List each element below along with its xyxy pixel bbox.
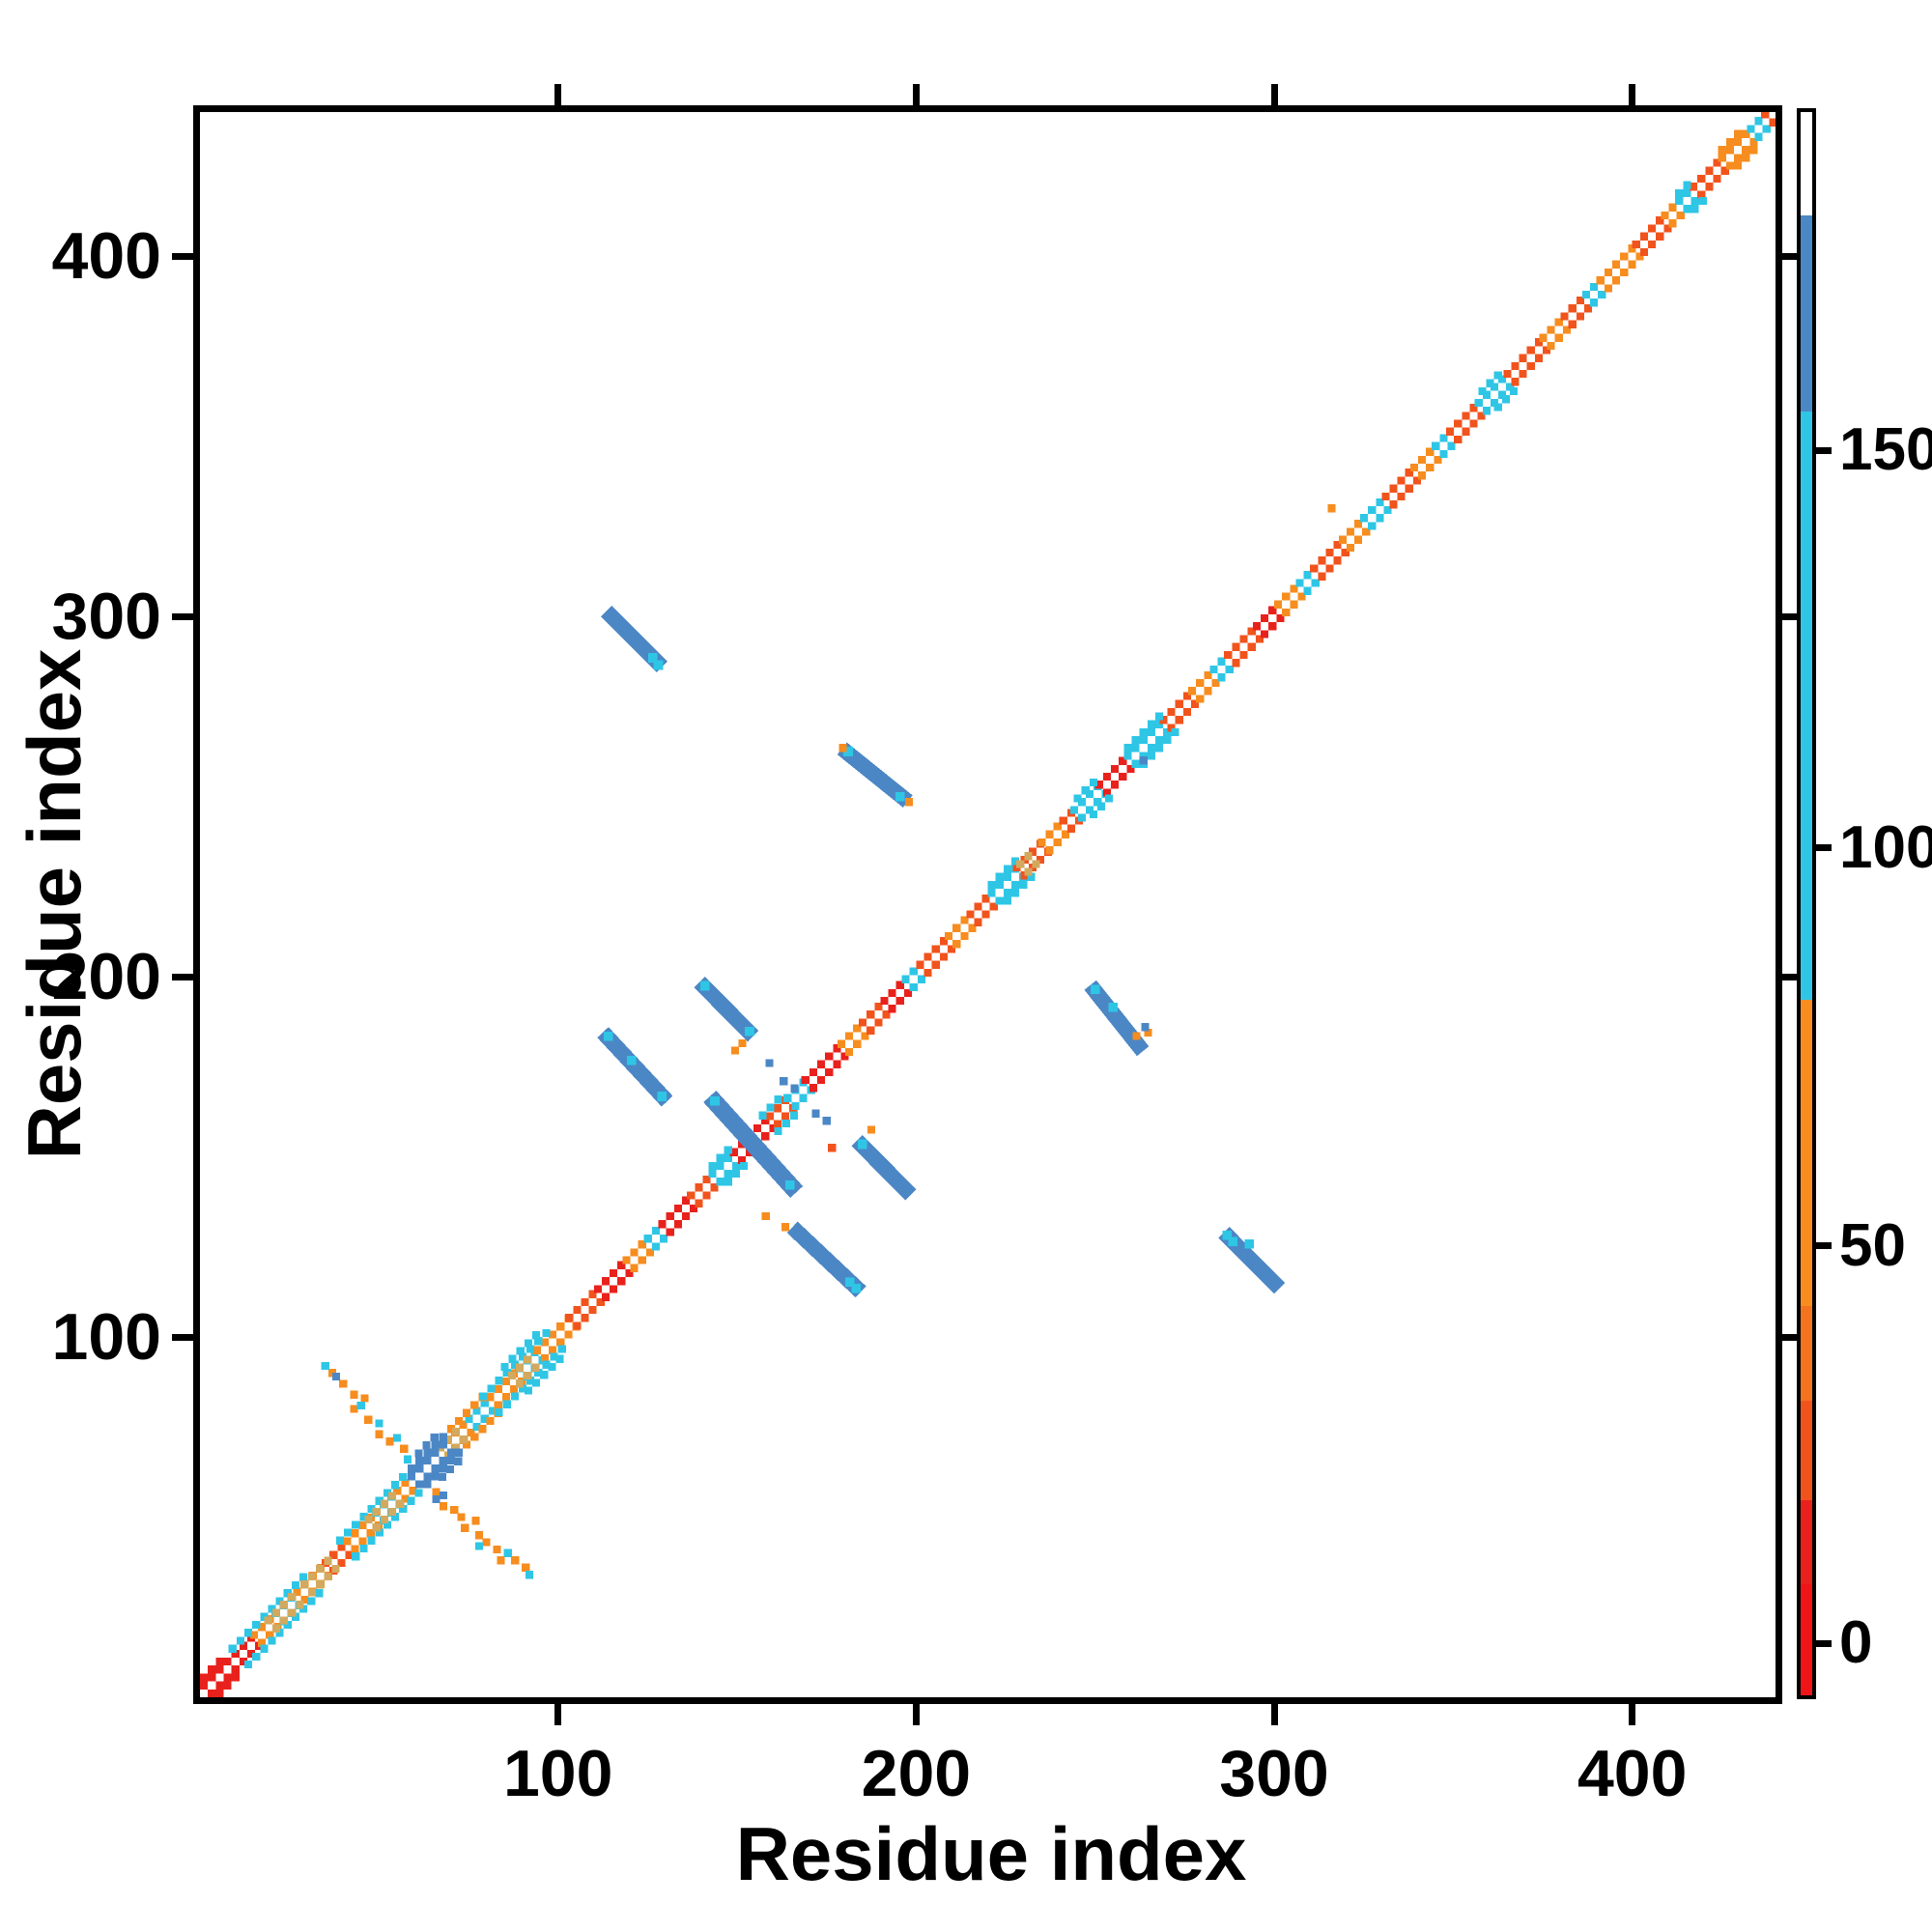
colorbar-tick: [1816, 1639, 1832, 1647]
y-tick-left: [172, 612, 193, 620]
colorbar-segment: [1801, 112, 1812, 217]
y-tick-left: [172, 252, 193, 260]
contact-map-svg: [200, 112, 1776, 1697]
x-tick-label: 300: [1219, 1737, 1329, 1810]
x-tick-bottom: [1629, 1704, 1636, 1725]
x-tick-bottom: [1270, 1704, 1278, 1725]
colorbar-segment: [1801, 411, 1812, 1002]
colorbar-tick: [1816, 446, 1832, 454]
y-tick-left: [172, 1333, 193, 1341]
y-tick-right: [1782, 612, 1804, 620]
x-tick-label: 400: [1577, 1737, 1688, 1810]
colorbar-tick-label: 50: [1839, 1211, 1906, 1279]
colorbar: [1797, 108, 1816, 1699]
y-axis-title: Residue index: [12, 648, 97, 1160]
colorbar-segment: [1801, 1500, 1812, 1586]
x-tick-bottom: [912, 1704, 920, 1725]
y-tick-right: [1782, 973, 1804, 980]
plot-area: [193, 105, 1782, 1704]
colorbar-tick-label: 0: [1839, 1609, 1873, 1677]
x-tick-label: 200: [861, 1737, 972, 1810]
y-tick-label: 200: [51, 940, 161, 1014]
colorbar-gradient: [1801, 112, 1812, 1695]
colorbar-tick: [1816, 844, 1832, 852]
y-tick-right: [1782, 1333, 1804, 1341]
y-tick-right: [1782, 252, 1804, 260]
x-axis-title: Residue index: [735, 1811, 1247, 1896]
colorbar-segment: [1801, 1584, 1812, 1695]
colorbar-segment: [1801, 1401, 1812, 1502]
x-tick-top: [912, 84, 920, 105]
x-tick-top: [554, 84, 562, 105]
x-tick-top: [1629, 84, 1636, 105]
colorbar-segment: [1801, 1000, 1812, 1307]
y-tick-left: [172, 973, 193, 980]
y-tick-label: 100: [51, 1300, 161, 1375]
x-tick-top: [1270, 84, 1278, 105]
x-tick-bottom: [554, 1704, 562, 1725]
colorbar-segment: [1801, 1305, 1812, 1402]
colorbar-tick: [1816, 1242, 1832, 1250]
y-tick-label: 400: [51, 219, 161, 294]
x-tick-label: 100: [502, 1737, 613, 1810]
colorbar-tick-label: 150: [1839, 416, 1932, 484]
colorbar-tick-label: 100: [1839, 813, 1932, 881]
y-tick-label: 300: [51, 580, 161, 654]
colorbar-segment: [1801, 215, 1812, 412]
